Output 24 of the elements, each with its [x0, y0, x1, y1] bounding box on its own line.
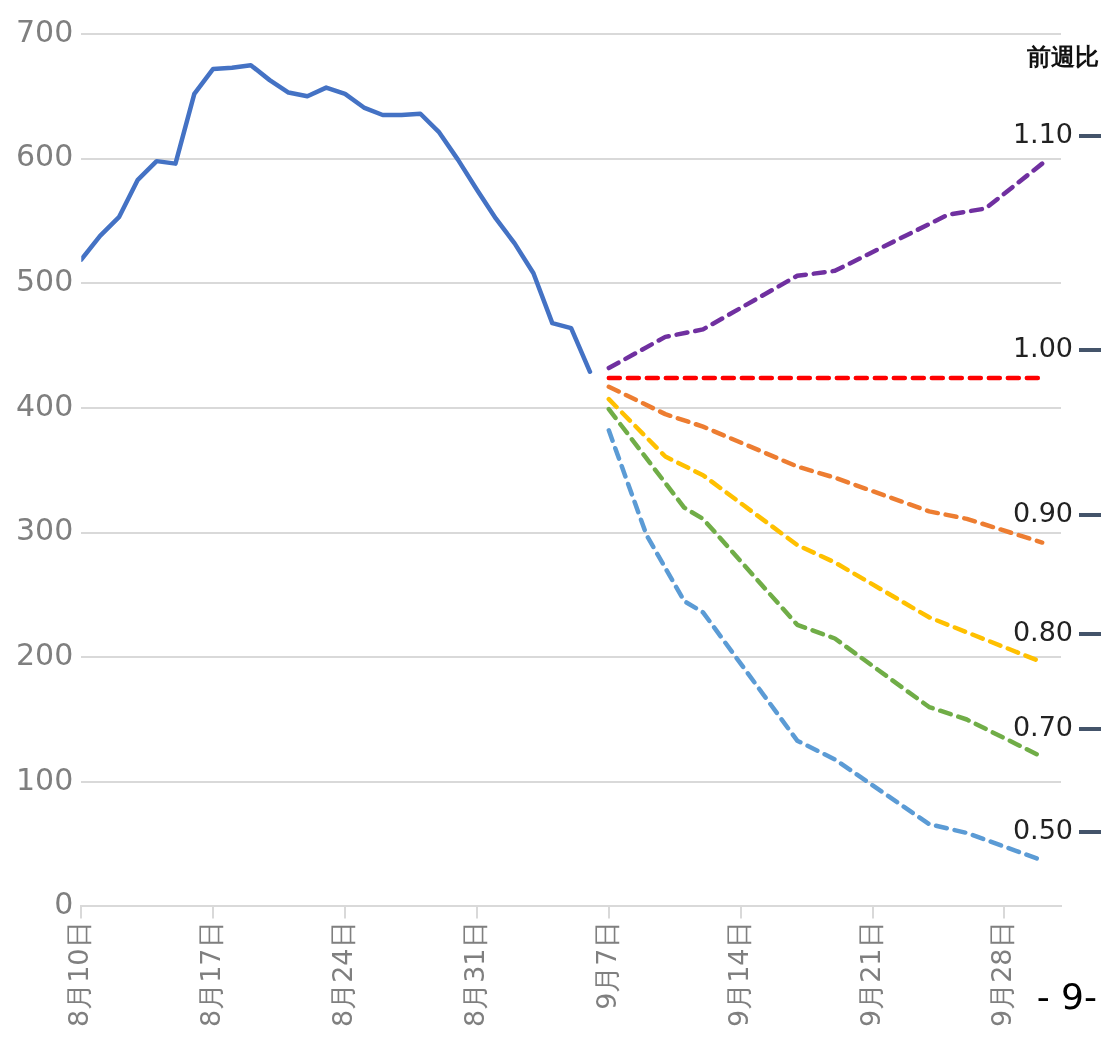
y-tick-label: 100	[16, 761, 74, 797]
y-tick-label: 700	[16, 13, 74, 49]
x-tick-label: 8月24日	[327, 921, 359, 1028]
series-label: 1.00	[1012, 332, 1073, 364]
series-label: 0.70	[1012, 710, 1073, 742]
y-tick-label: 0	[54, 886, 74, 922]
text: - 9-	[1036, 976, 1097, 1018]
y-tick-label: 200	[16, 636, 74, 672]
x-tick-label: 9月21日	[854, 921, 886, 1028]
x-tick-label: 9月14日	[722, 921, 754, 1028]
y-tick-label: 500	[16, 263, 74, 299]
series-label: 0.50	[1012, 814, 1073, 846]
x-tick-label: 8月17日	[195, 921, 227, 1028]
x-tick-label: 9月28日	[986, 921, 1018, 1028]
y-tick-label: 300	[16, 512, 74, 548]
x-tick-label: 8月31日	[458, 921, 490, 1028]
series-label: 0.90	[1012, 496, 1073, 528]
series-label: 0.80	[1012, 616, 1073, 648]
y-tick-label: 600	[16, 138, 74, 174]
y-tick-label: 400	[16, 387, 74, 423]
x-tick-label: 9月7日	[590, 921, 622, 1010]
x-tick-label: 8月10日	[63, 921, 95, 1028]
series-label: 1.10	[1012, 117, 1073, 149]
legend-title: 前週比	[1026, 43, 1099, 72]
